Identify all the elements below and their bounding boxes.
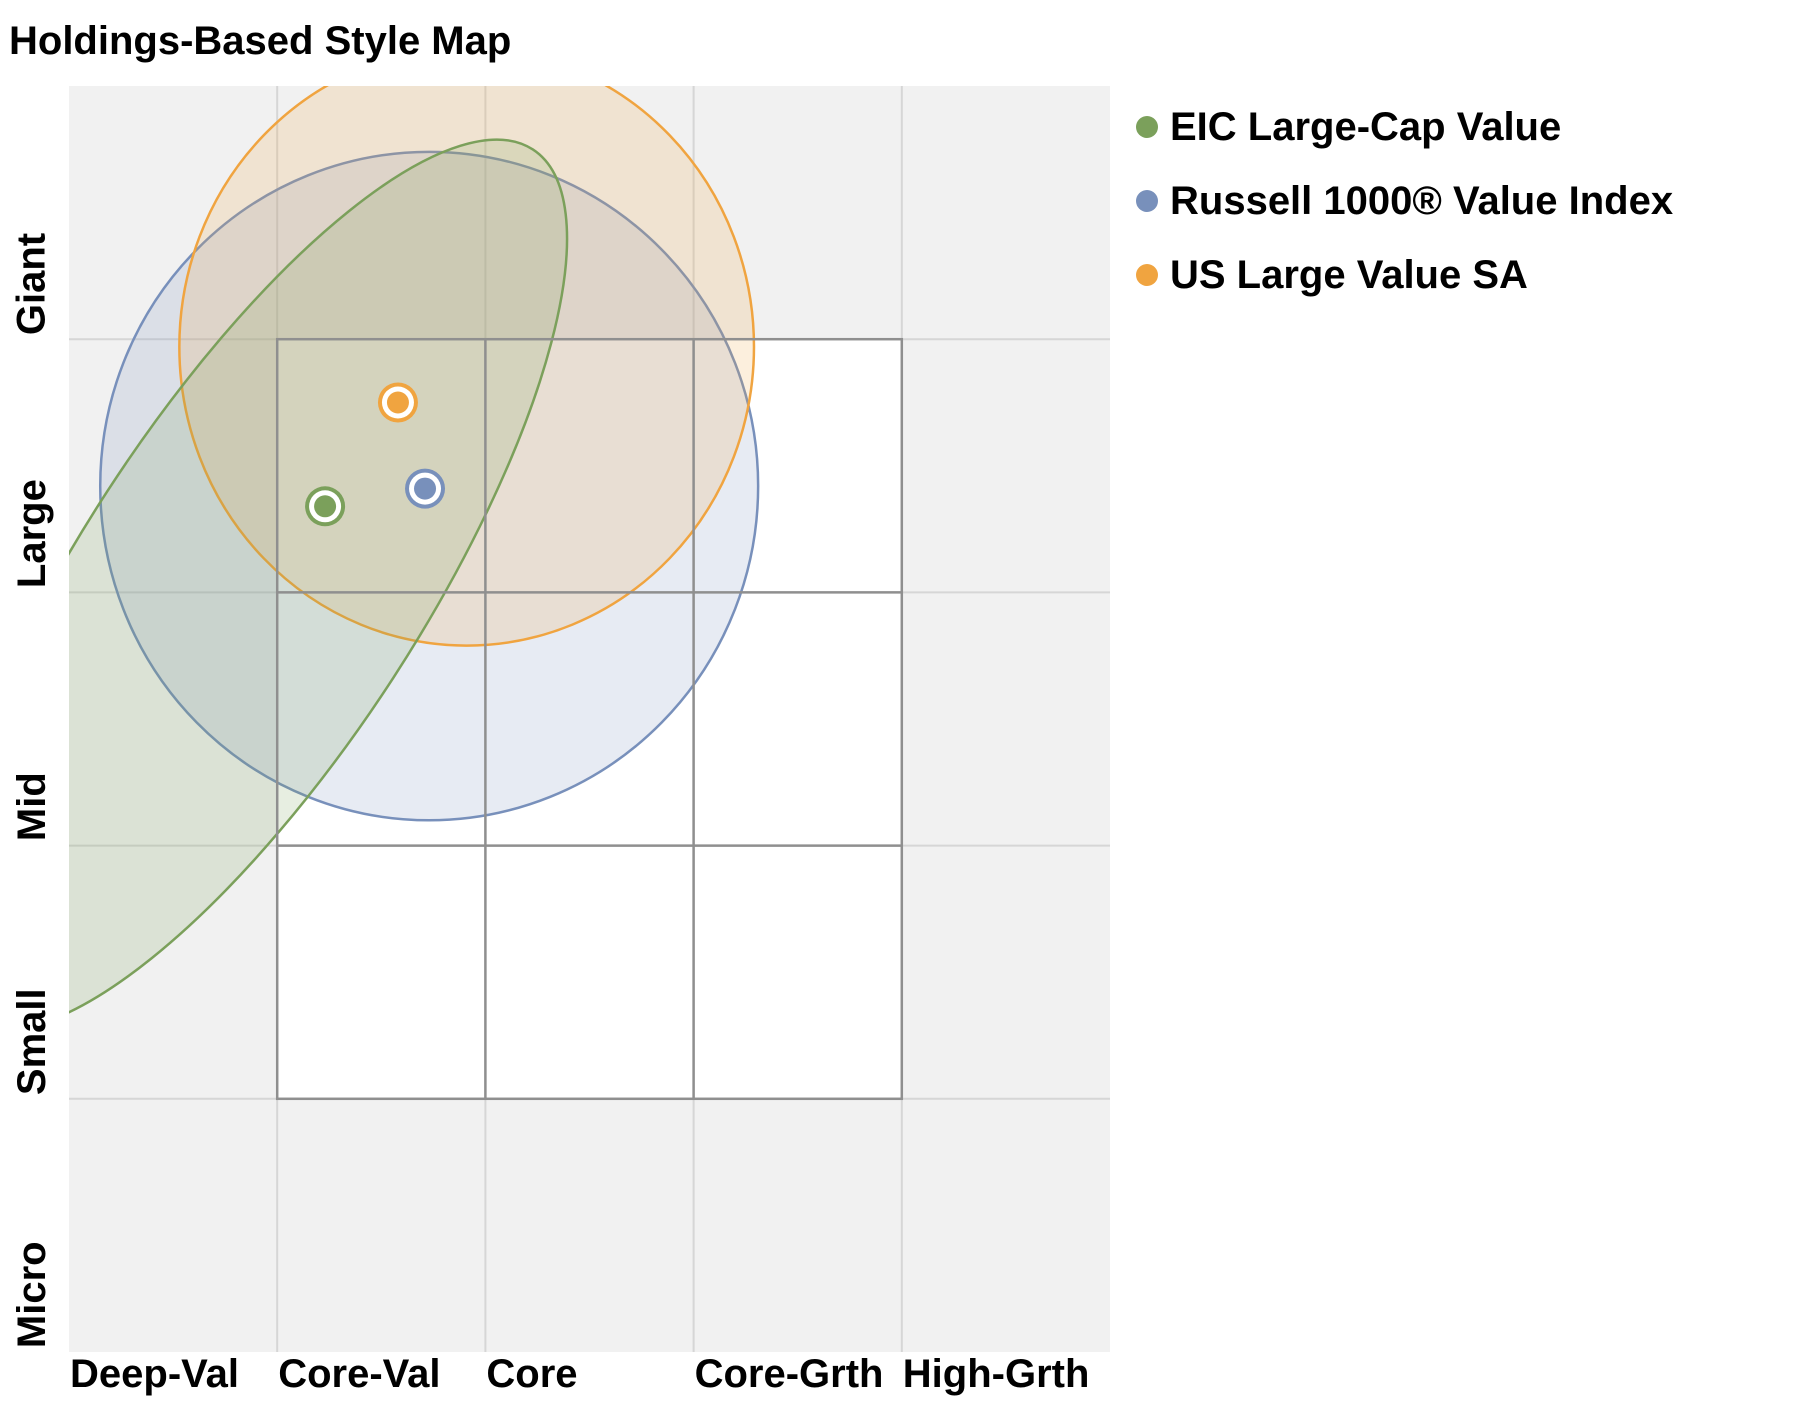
legend-item: Russell 1000® Value Index	[1136, 164, 1673, 238]
y-tick-label-cell: Small	[4, 846, 60, 1099]
y-tick-label-cell: Large	[4, 339, 60, 592]
legend-swatch	[1136, 116, 1158, 138]
x-tick-label: Core	[486, 1352, 578, 1396]
style-map-plot	[69, 86, 1110, 1352]
legend-swatch	[1136, 190, 1158, 212]
y-tick-label: Mid	[9, 772, 54, 842]
x-tick-label: Core-Val	[278, 1352, 441, 1396]
x-tick-label: High-Grth	[902, 1352, 1090, 1396]
y-tick-label-cell: Mid	[4, 592, 60, 845]
legend-label: US Large Value SA	[1170, 252, 1528, 297]
style-box-background	[277, 339, 902, 1099]
style-box-border	[275, 337, 904, 1101]
legend-item: EIC Large-Cap Value	[1136, 90, 1673, 164]
centroid-us-large-value-sa	[377, 382, 418, 423]
y-tick-label-cell: Micro	[4, 1099, 60, 1352]
y-tick-label-cell: Giant	[4, 86, 60, 339]
style-box-grid	[275, 337, 904, 1101]
centroid-russell-1000-value-index	[405, 468, 446, 509]
y-tick-label: Micro	[9, 1241, 54, 1348]
legend: EIC Large-Cap Value Russell 1000® Value I…	[1136, 90, 1673, 312]
legend-label: EIC Large-Cap Value	[1170, 104, 1562, 149]
x-tick-label: Core-Grth	[694, 1352, 884, 1396]
legend-swatch	[1136, 264, 1158, 286]
ellipse-eic-large-cap-value	[69, 138, 569, 1032]
chart-title: Holdings-Based Style Map	[9, 19, 512, 63]
x-tick-label: Deep-Val	[70, 1352, 239, 1396]
centroid-eic-large-cap-value	[305, 486, 346, 527]
y-tick-label: Small	[9, 988, 54, 1095]
y-tick-label: Giant	[9, 232, 54, 336]
legend-item: US Large Value SA	[1136, 238, 1673, 312]
series-centroids	[305, 382, 446, 527]
legend-label: Russell 1000® Value Index	[1170, 178, 1674, 223]
y-tick-label: Large	[9, 479, 54, 589]
